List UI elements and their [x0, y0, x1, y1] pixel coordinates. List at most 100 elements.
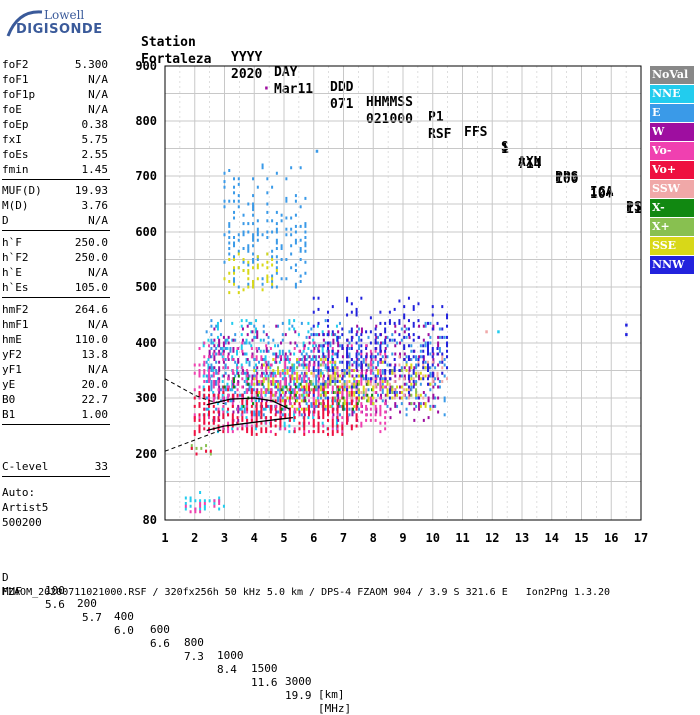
- echo-point: [208, 427, 211, 431]
- echo-point: [337, 402, 340, 406]
- echo-point: [324, 341, 327, 345]
- echo-point: [318, 355, 321, 359]
- echo-point: [427, 333, 430, 337]
- echo-point: [443, 374, 446, 378]
- echo-point: [391, 371, 394, 375]
- echo-point: [210, 380, 213, 383]
- x-tick-label: 15: [574, 531, 588, 545]
- echo-point: [259, 338, 262, 342]
- echo-point: [303, 371, 306, 375]
- echo-point: [198, 393, 201, 397]
- echo-point: [285, 258, 288, 261]
- echo-point: [231, 321, 234, 325]
- echo-point: [379, 321, 382, 325]
- echo-point: [293, 377, 296, 381]
- echo-point: [260, 363, 263, 367]
- echo-point: [412, 305, 415, 309]
- echo-point: [208, 499, 211, 503]
- echo-point: [250, 355, 253, 359]
- echo-point: [352, 407, 355, 411]
- echo-point: [432, 396, 435, 400]
- echo-point: [246, 380, 249, 383]
- echo-point: [241, 416, 244, 420]
- echo-point: [388, 321, 391, 325]
- echo-point: [360, 352, 363, 356]
- echo-point: [310, 358, 313, 361]
- param-value: 105.0: [74, 281, 108, 294]
- echo-point: [278, 360, 281, 364]
- echo-point: [217, 410, 220, 414]
- echo-point: [355, 355, 358, 359]
- echo-point: [346, 360, 349, 364]
- echo-point: [355, 404, 358, 408]
- echo-point: [398, 333, 401, 337]
- echo-point: [357, 393, 360, 397]
- echo-point: [336, 427, 339, 431]
- echo-point: [241, 413, 244, 417]
- echo-point: [327, 360, 330, 364]
- echo-point: [407, 396, 410, 400]
- echo-point: [355, 388, 358, 392]
- echo-point: [246, 369, 249, 372]
- echo-point: [233, 177, 236, 181]
- echo-point: [377, 363, 380, 367]
- echo-point: [252, 260, 255, 264]
- echo-point: [394, 352, 397, 356]
- param-key: foF1: [2, 73, 29, 86]
- echo-point: [269, 374, 272, 378]
- echo-point: [293, 382, 296, 386]
- echo-point: [407, 385, 410, 389]
- echo-point: [379, 371, 382, 375]
- param-value: 33: [94, 460, 108, 473]
- x-tick-label: 7: [340, 531, 347, 545]
- echo-point: [289, 377, 292, 381]
- echo-point: [242, 258, 245, 261]
- echo-point: [310, 327, 313, 331]
- echo-point: [267, 341, 270, 345]
- echo-point: [437, 344, 440, 348]
- echo-point: [415, 380, 418, 383]
- echo-point: [222, 374, 225, 378]
- echo-point: [405, 360, 408, 364]
- echo-point: [203, 355, 206, 359]
- echo-point: [384, 374, 387, 378]
- param-value: 1.45: [81, 163, 109, 176]
- echo-point: [438, 327, 441, 331]
- x-tick-label: 9: [399, 531, 406, 545]
- echo-point: [255, 327, 258, 331]
- echo-point: [415, 358, 418, 361]
- echo-point: [245, 352, 248, 356]
- param-value: 20.0: [81, 378, 109, 391]
- echo-point: [256, 388, 259, 392]
- echo-point: [388, 310, 391, 314]
- echo-point: [322, 374, 325, 378]
- echo-point: [210, 388, 213, 392]
- echo-point: [231, 416, 234, 420]
- echo-point: [355, 418, 358, 422]
- echo-point: [369, 363, 372, 367]
- echo-point: [403, 316, 406, 320]
- echo-point: [326, 349, 329, 353]
- echo-point: [324, 393, 327, 397]
- echo-point: [434, 382, 437, 386]
- echo-point: [374, 355, 377, 359]
- echo-point: [338, 374, 341, 378]
- echo-point: [205, 360, 208, 364]
- echo-point: [215, 382, 218, 386]
- muf-row: MUF 5.6 5.7 6.0 6.6 7.3 8.4 11.6 19.9 [M…: [2, 572, 642, 715]
- echo-point: [379, 360, 382, 364]
- echo-point: [315, 149, 319, 153]
- echo-point: [360, 371, 363, 375]
- echo-point: [350, 347, 353, 350]
- echo-point: [279, 421, 282, 425]
- echo-point: [275, 222, 278, 226]
- echo-point: [226, 410, 229, 414]
- echo-point: [391, 369, 394, 372]
- echo-point: [350, 382, 353, 386]
- echo-point: [369, 360, 372, 364]
- echo-point: [212, 396, 215, 400]
- echo-point: [437, 363, 440, 367]
- echo-point: [366, 393, 369, 397]
- echo-point: [222, 504, 225, 508]
- echo-point: [274, 418, 277, 422]
